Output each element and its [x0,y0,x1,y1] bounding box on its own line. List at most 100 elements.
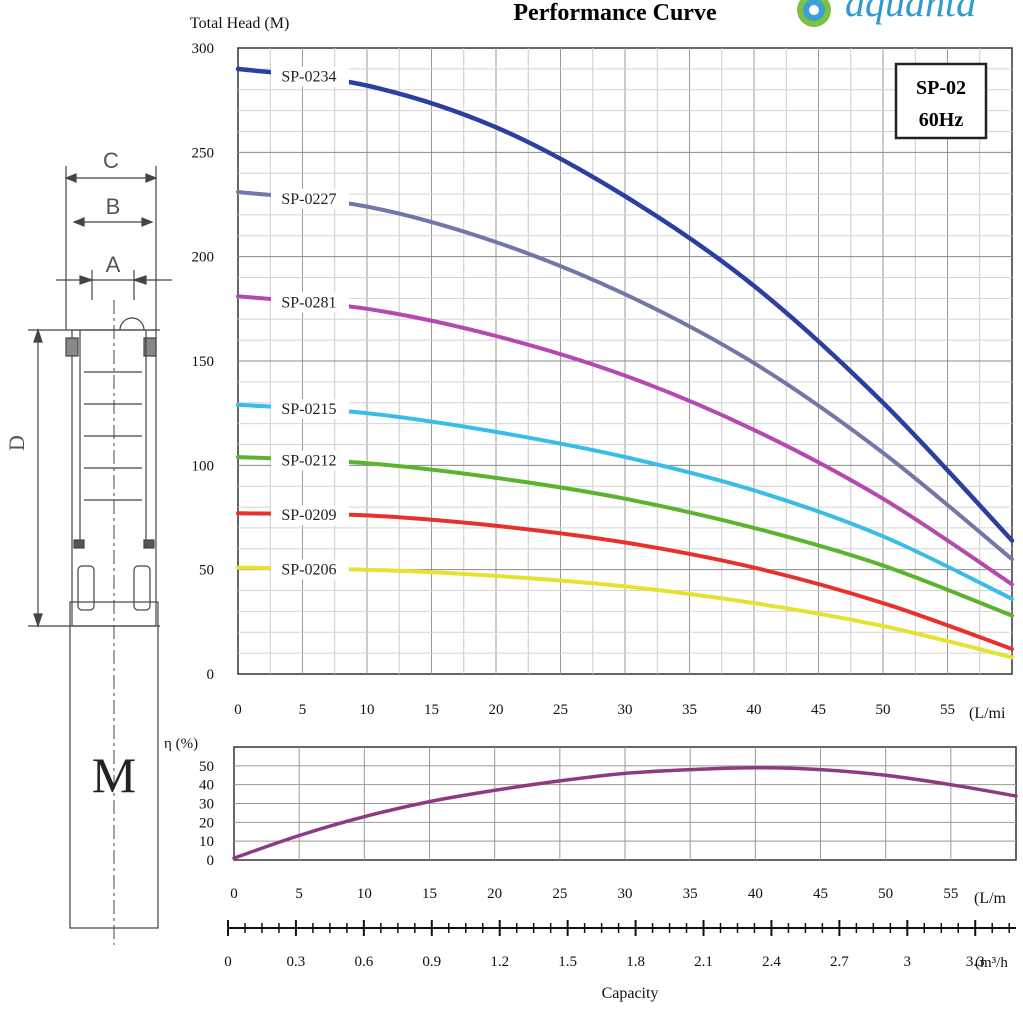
eff-tick-labels: 0 10 20 30 40 50 0 5 10 15 20 25 30 35 40 45 50 55 [199,759,958,902]
eff-y-tick-label: 30 [199,797,214,813]
series-label-bg [270,559,349,580]
capacity-tick-label: 1.2 [490,954,509,970]
pump-dimension-diagram [28,166,172,945]
series-label-sp-0281: SP-0281 [281,294,336,311]
eff-x-axis-unit: (L/m [974,890,1007,907]
eff-x-tick-label: 50 [878,886,893,902]
capacity-tick-label: 1.5 [558,954,577,970]
eff-x-tick-label: 35 [683,886,698,902]
dim-label-d: D [4,435,29,451]
motor-label: M [92,747,136,803]
eff-y-tick-label: 10 [199,834,214,850]
head-x-tick-label: 50 [876,702,891,718]
head-series-labels: SP-0234 SP-0227 SP-0281 SP-0215 SP-0212 SP-02… [270,66,349,580]
eff-y-tick-label: 20 [199,815,214,831]
eff-x-tick-label: 55 [943,886,958,902]
capacity-tick-label: 2.7 [830,954,849,970]
head-x-tick-label: 30 [618,702,633,718]
head-y-tick-label: 0 [207,667,215,683]
head-y-tick-label: 150 [192,354,215,370]
eff-x-tick-label: 10 [357,886,372,902]
eff-x-tick-label: 5 [295,886,303,902]
series-label-sp-0215: SP-0215 [281,401,336,418]
eff-x-tick-label: 20 [487,886,502,902]
eff-grid [233,746,1017,861]
head-x-tick-label: 0 [234,702,242,718]
series-line-sp-0209 [236,511,1014,651]
series-label-sp-0227: SP-0227 [281,191,336,208]
head-x-tick-label: 25 [553,702,568,718]
dim-label-b: B [106,194,121,219]
model-box: SP-02 60Hz [894,62,988,140]
eff-x-tick-label: 30 [618,886,633,902]
eff-y-tick-label: 0 [207,853,215,869]
efficiency-chart: η (%) (L/m 0 10 20 30 40 50 0 5 10 15 20 25 30 35 40 45… [164,736,1018,907]
head-x-axis-unit: (L/mi [969,705,1006,722]
capacity-unit: (m³/h [975,955,1008,971]
series-label-bg [270,450,349,471]
capacity-tick-label: 0 [224,954,232,970]
head-y-tick-label: 250 [192,145,215,161]
capacity-tick-label: 0.6 [354,954,373,970]
series-label-bg [270,505,349,526]
eff-x-tick-label: 40 [748,886,763,902]
head-series-lines [235,66,1015,660]
series-label-bg [270,399,349,420]
series-label-bg [270,188,349,209]
efficiency-line [232,765,1018,860]
eff-series-line [232,765,1018,860]
head-y-axis-label: Total Head (M) [190,15,289,32]
eff-x-tick-label: 25 [552,886,567,902]
head-y-tick-label: 50 [199,563,214,579]
series-label-sp-0206: SP-0206 [281,561,336,578]
head-x-tick-label: 35 [682,702,697,718]
eff-y-axis-label: η (%) [164,736,198,752]
series-label-bg [270,66,349,87]
capacity-tick-label: 3 [904,954,912,970]
series-line-sp-0234 [235,66,1015,543]
head-y-tick-label: 300 [192,41,215,57]
series-line-sp-0212 [236,455,1014,618]
model-box-model: SP-02 [916,77,966,99]
series-line-sp-0227 [236,190,1014,562]
head-x-tick-label: 20 [489,702,504,718]
series-line-sp-0215 [236,402,1014,601]
capacity-label: Capacity [602,985,659,1002]
head-x-tick-label: 55 [940,702,955,718]
eff-y-tick-label: 40 [199,778,214,794]
head-tick-labels: 0 50 100 150 200 250 300 0 5 10 15 20 25 30 35 40 45 50 55 [192,41,956,718]
series-line-sp-0281 [236,294,1014,587]
capacity-tick-label: 3.3 [966,954,985,970]
series-label-sp-0209: SP-0209 [281,507,336,524]
capacity-tick-label: 2.4 [762,954,781,970]
series-label-sp-0212: SP-0212 [281,452,336,469]
head-x-tick-label: 10 [360,702,375,718]
series-label-sp-0234: SP-0234 [281,69,336,86]
head-y-tick-label: 200 [192,250,215,266]
dim-label-a: A [106,252,121,277]
capacity-tick-label: 0.3 [287,954,306,970]
model-box-frequency: 60Hz [919,109,964,131]
series-label-bg [270,292,349,313]
head-x-tick-label: 45 [811,702,826,718]
head-x-tick-label: 15 [424,702,439,718]
series-line-sp-0206 [236,565,1014,660]
head-grid [237,47,1013,675]
chart-title: Performance Curve [513,0,717,26]
head-x-tick-label: 40 [747,702,762,718]
brand-name: aquanta [845,0,976,25]
head-y-tick-label: 100 [192,458,215,474]
eff-x-tick-label: 45 [813,886,828,902]
dim-label-c: C [103,148,119,173]
brand-logo: aquanta [797,0,976,27]
eff-x-tick-label: 15 [422,886,437,902]
eff-y-tick-label: 50 [199,759,214,775]
eff-x-tick-label: 0 [230,886,238,902]
head-x-tick-label: 5 [299,702,307,718]
head-chart: Total Head (M) (L/mi 0501001502002503000… [190,15,1015,722]
capacity-tick-label: 1.8 [626,954,645,970]
capacity-tick-label: 0.9 [422,954,441,970]
capacity-axis: (m³/h Capacity 0 0.3 0.6 0.9 1.2 1.5 1.8 2.1 2.4… [224,920,1016,1002]
